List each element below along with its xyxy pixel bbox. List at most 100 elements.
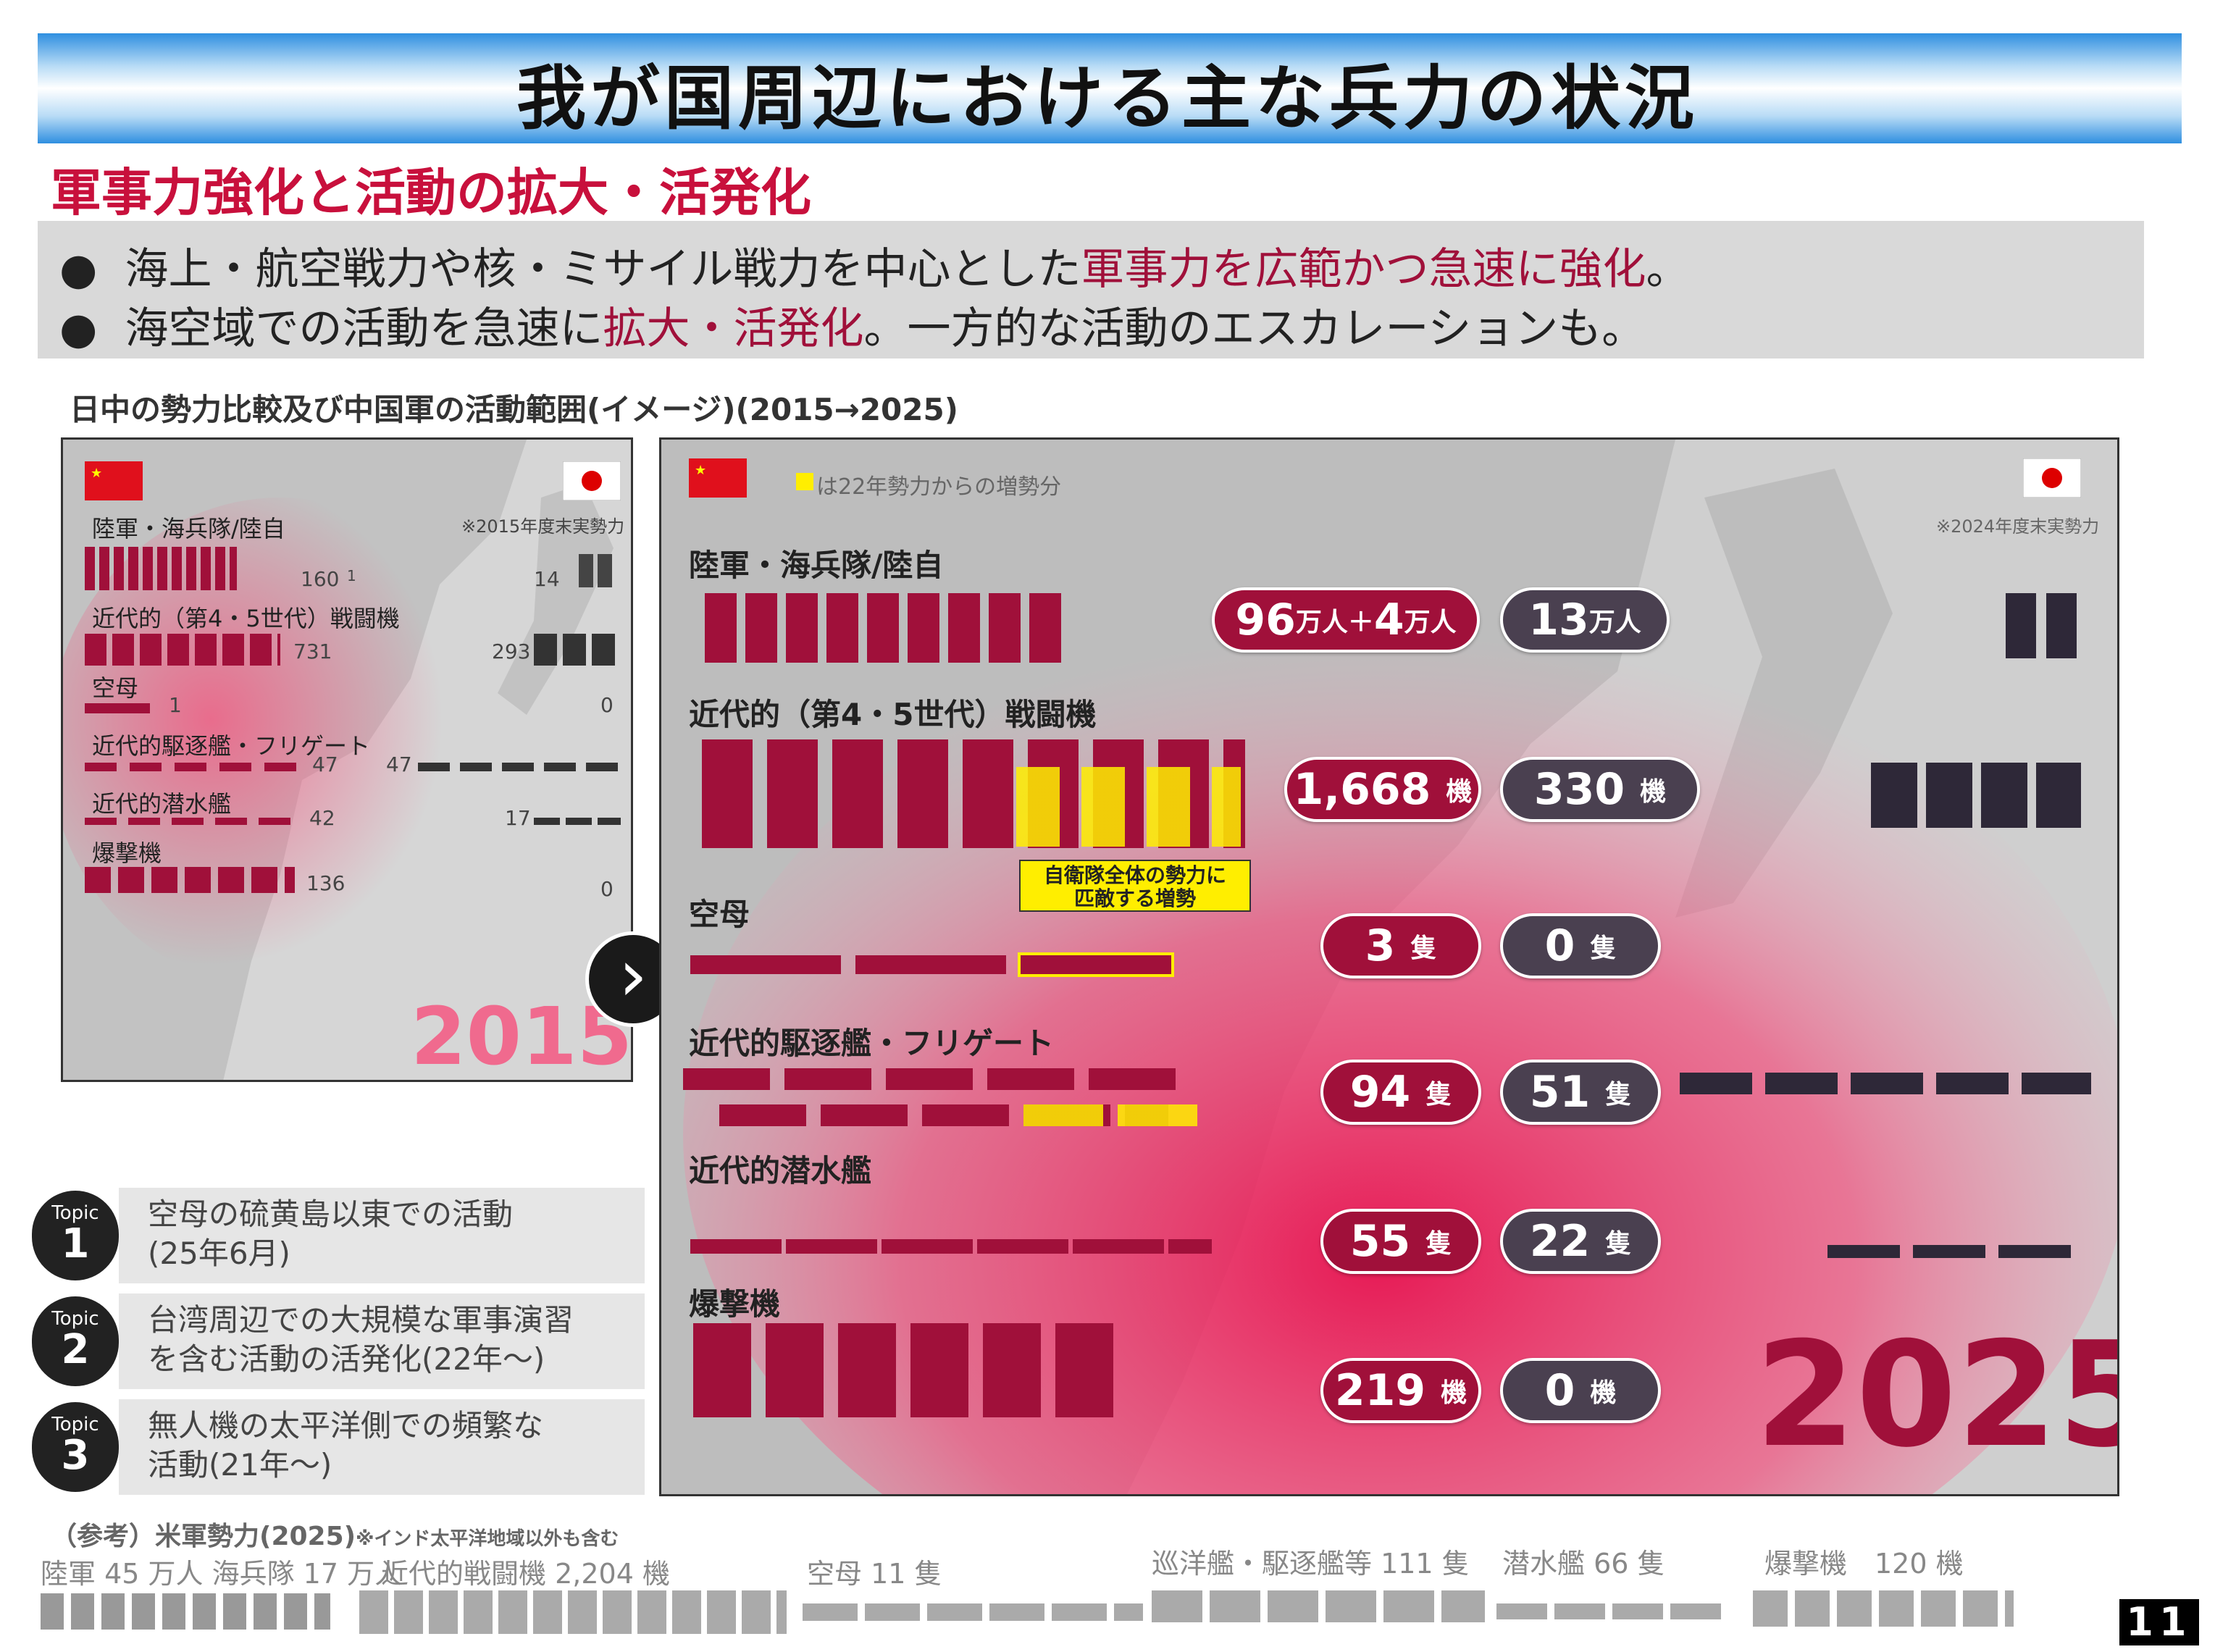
row-label-submarine-2025: 近代的潜水艦 xyxy=(689,1153,872,1188)
destroyer-icons-cn-2025-row1 xyxy=(683,1068,1190,1090)
row-label-carrier-2015: 空母 xyxy=(92,674,139,702)
row-label-submarine-2015: 近代的潜水艦 xyxy=(92,790,232,818)
year-2025-label: 2025 xyxy=(1755,1311,2119,1480)
us-cruiser: 巡洋艦・駆逐艦等 111 隻 xyxy=(1152,1548,1470,1580)
pill-bomber-jp-2025: 0 機 xyxy=(1500,1358,1661,1423)
row-label-destroyer-2025: 近代的駆逐艦・フリゲート xyxy=(689,1026,1055,1061)
row-label-army-2015: 陸軍・海兵隊/陸自 xyxy=(92,515,285,542)
row-label-carrier-2025: 空母 xyxy=(689,897,750,932)
page-number: 11 xyxy=(2119,1599,2199,1645)
destroyer-icons-cn-2015 xyxy=(85,763,302,771)
soldier-icons-cn-2025 xyxy=(705,593,1067,663)
japan-flag-icon xyxy=(563,461,621,500)
destroyer-icons-jp-2025 xyxy=(1680,1073,2091,1094)
carrier-icon-cn-2025-1 xyxy=(690,955,841,974)
value-army-jp-2015: 14 xyxy=(534,567,560,591)
soldier-icons-jp-2025 xyxy=(2006,593,2078,658)
bullet-1: ● 海上・航空戦力や核・ミサイル戦力を中心とした軍事力を広範かつ急速に強化。 xyxy=(59,244,1690,295)
increase-legend-text: は22年勢力からの増勢分 xyxy=(816,474,1062,500)
topic-3: Topic 3 無人機の太平洋側での頻繁な 活動(21年～) xyxy=(32,1399,645,1495)
us-bomber: 爆撃機 120 機 xyxy=(1764,1548,1964,1580)
row-label-bomber-2025: 爆撃機 xyxy=(689,1286,781,1322)
section-subtitle: 軍事力強化と活動の拡大・活発化 xyxy=(51,163,811,222)
topic-2: Topic 2 台湾周辺での大規模な軍事演習 を含む活動の活発化(22年～) xyxy=(32,1293,645,1389)
pill-submarine-cn-2025: 55 隻 xyxy=(1320,1209,1481,1274)
topic-1-text: 空母の硫黄島以東での活動 (25年6月) xyxy=(119,1188,645,1283)
value-carrier-cn-2015: 1 xyxy=(169,693,182,717)
carrier-icon-cn-2015 xyxy=(85,703,150,713)
us-cruiser-icons xyxy=(1152,1590,1485,1622)
pill-army-cn-2025: 96 万人＋ 4 万人 xyxy=(1212,587,1480,653)
pill-bomber-cn-2025: 219 機 xyxy=(1320,1358,1481,1423)
pill-carrier-cn-2025: 3 隻 xyxy=(1320,913,1481,978)
us-army: 陸軍 45 万人 海兵隊 17 万人 xyxy=(41,1558,403,1590)
destroyer-icons-increase-2025 xyxy=(1023,1104,1197,1126)
increase-callout: 自衛隊全体の勢力に匹敵する増勢 xyxy=(1019,860,1251,912)
value-bomber-cn-2015: 136 xyxy=(306,871,346,895)
value-army-cn-2015: 160 xyxy=(301,567,340,591)
topic-3-badge: Topic 3 xyxy=(32,1402,119,1492)
value-destroyer-jp-2015: 47 xyxy=(386,752,412,776)
us-fighter: 近代的戦闘機 2,204 機 xyxy=(381,1558,670,1590)
us-submarine: 潜水艦 66 隻 xyxy=(1502,1548,1665,1580)
pill-carrier-jp-2025: 0 隻 xyxy=(1500,913,1661,978)
submarine-icons-jp-2015 xyxy=(534,818,621,825)
us-forces-heading: （参考）米軍勢力(2025)※インド太平洋地域以外も含む xyxy=(51,1522,619,1551)
panel-2025: ★ は22年勢力からの増勢分 ※2024年度末実勢力 陸軍・海兵隊/陸自 96 万… xyxy=(659,437,2119,1496)
us-submarine-icons xyxy=(1496,1603,1725,1619)
pill-destroyer-cn-2025: 94 隻 xyxy=(1320,1060,1481,1125)
svg-text:★: ★ xyxy=(695,463,706,478)
page-title: 我が国周辺における主な兵力の状況 xyxy=(516,58,1699,139)
china-flag-icon: ★ xyxy=(85,461,143,500)
us-fighter-icons xyxy=(359,1590,787,1634)
topic-1-badge: Topic 1 xyxy=(32,1191,119,1280)
japan-flag-icon xyxy=(2023,458,2081,498)
submarine-icons-cn-2025 xyxy=(690,1239,1212,1254)
pill-army-jp-2025: 13 万人 xyxy=(1500,587,1670,653)
figure-caption: 日中の勢力比較及び中国軍の活動範囲(イメージ)(2015→2025) xyxy=(70,392,958,427)
fighter-icons-jp-2015 xyxy=(534,634,621,666)
note-2025: ※2024年度末実勢力 xyxy=(1936,516,2100,537)
topic-2-text: 台湾周辺での大規模な軍事演習 を含む活動の活発化(22年～) xyxy=(119,1293,645,1389)
carrier-icon-cn-2025-3 xyxy=(1018,952,1174,977)
note-2015: ※2015年度末実勢力 xyxy=(461,516,625,537)
pill-submarine-jp-2025: 22 隻 xyxy=(1500,1209,1661,1274)
pill-fighter-jp-2025: 330 機 xyxy=(1500,757,1700,822)
carrier-icon-cn-2025-2 xyxy=(855,955,1006,974)
pill-fighter-cn-2025: 1,668 機 xyxy=(1284,757,1481,822)
value-submarine-cn-2015: 42 xyxy=(309,806,335,830)
bomber-icons-cn-2025 xyxy=(693,1323,1128,1417)
title-banner xyxy=(38,33,2182,143)
fighter-icons-cn-2015 xyxy=(85,634,280,666)
topic-2-badge: Topic 2 xyxy=(32,1296,119,1386)
us-bomber-icons xyxy=(1753,1590,2014,1627)
us-carrier: 空母 11 隻 xyxy=(807,1558,942,1590)
submarine-icons-cn-2015 xyxy=(85,818,302,825)
value-bomber-jp-2015: 0 xyxy=(600,877,614,901)
svg-text:★: ★ xyxy=(91,466,102,481)
map-2015 xyxy=(63,440,614,1080)
topic-3-text: 無人機の太平洋側での頻繁な 活動(21年～) xyxy=(119,1399,645,1495)
panel-2015: ★ ※2015年度末実勢力 陸軍・海兵隊/陸自 160 1 14 近代的（第4・… xyxy=(61,437,633,1082)
value-fighter-jp-2015: 293 xyxy=(492,640,531,663)
row-label-fighter-2015: 近代的（第4・5世代）戦闘機 xyxy=(92,605,400,632)
topic-1: Topic 1 空母の硫黄島以東での活動 (25年6月) xyxy=(32,1188,645,1283)
value-carrier-jp-2015: 0 xyxy=(600,693,614,717)
row-label-destroyer-2015: 近代的駆逐艦・フリゲート xyxy=(92,732,371,760)
bullet-2: ● 海空域での活動を急速に拡大・活発化。一方的な活動のエスカレーションも。 xyxy=(59,303,1646,354)
pill-destroyer-jp-2025: 51 隻 xyxy=(1500,1060,1661,1125)
soldier-icons-cn-2015 xyxy=(85,547,237,590)
increase-legend-swatch xyxy=(796,473,813,490)
value-submarine-jp-2015: 17 xyxy=(505,806,531,830)
china-flag-icon: ★ xyxy=(689,458,747,498)
fighter-icons-jp-2025 xyxy=(1871,763,2081,828)
submarine-icons-jp-2025 xyxy=(1827,1245,2074,1258)
fighter-icons-increase-2025 xyxy=(1016,767,1241,847)
row-label-fighter-2025: 近代的（第4・5世代）戦闘機 xyxy=(689,697,1097,732)
destroyer-icons-jp-2015 xyxy=(418,763,621,771)
us-carrier-icons xyxy=(803,1603,1143,1621)
bomber-icons-cn-2015 xyxy=(85,867,295,893)
summary-box: ● 海上・航空戦力や核・ミサイル戦力を中心とした軍事力を広範かつ急速に強化。 ●… xyxy=(38,221,2144,359)
soldier-icons-jp-2015 xyxy=(579,554,615,587)
value-fighter-cn-2015: 731 xyxy=(293,640,332,663)
